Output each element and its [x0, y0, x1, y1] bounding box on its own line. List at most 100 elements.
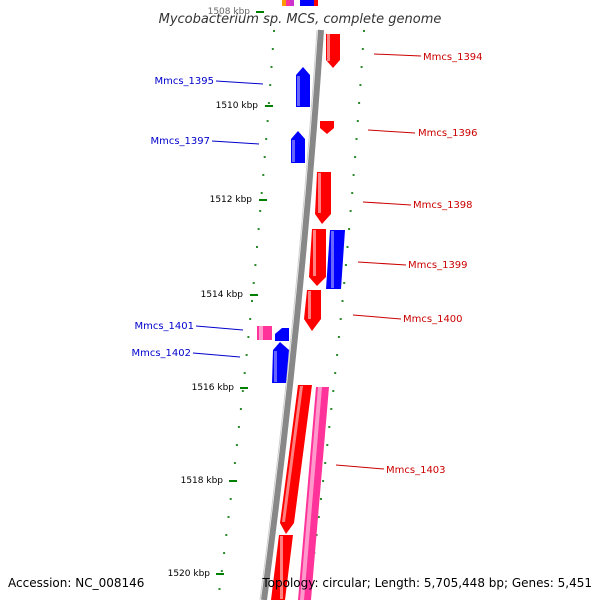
tick-label-1516: 1516 kbp: [192, 383, 235, 393]
leader-line: [373, 53, 422, 57]
leader-line: [357, 261, 407, 266]
gene-label-mmcs-1396[interactable]: Mmcs_1396: [418, 128, 478, 139]
pink-feature-small-shine: [259, 326, 263, 340]
gene-label-mmcs-1403[interactable]: Mmcs_1403: [386, 465, 446, 476]
ring-dot: [218, 588, 221, 590]
ring-dot: [343, 282, 346, 284]
gene-label-mmcs-1394[interactable]: Mmcs_1394: [423, 52, 483, 63]
kbp-ticks: 1508 kbp 1510 kbp 1512 kbp 1514 kbp 1516…: [168, 7, 273, 579]
ring-dot: [349, 210, 352, 212]
ring-dot: [249, 318, 252, 320]
gene-mmcs-1400[interactable]: [304, 290, 321, 331]
gene-shine: [297, 76, 300, 106]
gene-label-mmcs-1399[interactable]: Mmcs_1399: [408, 260, 468, 271]
ring-dot: [267, 102, 270, 104]
ring-dot: [257, 228, 260, 230]
gene-shine: [331, 231, 334, 288]
ring-dot: [332, 390, 335, 392]
gene-label-mmcs-1398[interactable]: Mmcs_1398: [413, 200, 473, 211]
ring-dot: [223, 552, 226, 554]
gene-mmcs-1398[interactable]: [315, 172, 331, 224]
ring-dot: [346, 246, 349, 248]
ring-dot: [227, 516, 230, 518]
gene-shine: [313, 230, 316, 276]
gene-label-mmcs-1402[interactable]: Mmcs_1402: [131, 348, 191, 359]
tick-label-1520: 1520 kbp: [168, 569, 211, 579]
ring-dot: [356, 120, 359, 122]
gene-labels: Mmcs_1394 Mmcs_1395 Mmcs_1396 Mmcs_1397 …: [131, 52, 482, 476]
ring-dot: [237, 426, 240, 428]
edge-feature: [286, 0, 290, 6]
gene-shine: [292, 140, 295, 162]
top-edge-features: [282, 0, 318, 6]
gene-label-mmcs-1401[interactable]: Mmcs_1401: [134, 321, 194, 332]
tick-label-1512: 1512 kbp: [210, 195, 253, 205]
ring-dot: [337, 336, 340, 338]
genome-backbone: [261, 29, 324, 601]
ring-dot: [328, 426, 331, 428]
gene-shine: [280, 536, 283, 599]
leader-line: [192, 352, 241, 358]
ring-dot: [354, 156, 357, 158]
gene-mmcs-1396[interactable]: [320, 121, 334, 134]
ring-dot: [243, 372, 246, 374]
ring-dot: [259, 210, 262, 212]
ring-dot: [324, 462, 327, 464]
ring-dot: [355, 138, 358, 140]
tick-label-1510: 1510 kbp: [216, 101, 259, 111]
ring-dot: [344, 264, 347, 266]
gene-shine: [274, 351, 277, 382]
edge-feature: [300, 0, 314, 6]
leader-line: [211, 140, 260, 145]
topology-text: Topology: circular; Length: 5,705,448 bp…: [261, 576, 592, 590]
map-title: Mycobacterium sp. MCS, complete genome: [159, 12, 442, 27]
ring-dot: [254, 264, 257, 266]
leader-line: [352, 314, 402, 320]
ring-dot: [235, 444, 238, 446]
gene-label-mmcs-1397[interactable]: Mmcs_1397: [150, 136, 210, 147]
tick-ring-dots: [218, 30, 275, 590]
gene-shine: [282, 386, 303, 522]
leader-line: [195, 325, 244, 331]
leader-line: [335, 464, 385, 470]
gene-label-mmcs-1395[interactable]: Mmcs_1395: [154, 76, 214, 87]
ring-dot: [225, 534, 228, 536]
ring-dot: [239, 408, 242, 410]
ring-dot: [263, 156, 266, 158]
tick-label-1508: 1508 kbp: [208, 7, 251, 17]
ring-dot: [351, 192, 354, 194]
ring-dot: [269, 84, 272, 86]
gene-mmcs-1401[interactable]: [275, 328, 289, 341]
ring-dot: [265, 138, 268, 140]
gene-shine: [308, 291, 311, 319]
ring-dot: [361, 48, 364, 50]
gene-shine: [327, 34, 330, 61]
ring-dot: [256, 246, 258, 248]
gene-mmcs-1399[interactable]: [309, 229, 326, 286]
ring-dot: [360, 66, 363, 68]
ring-dot: [322, 480, 325, 482]
ring-dot: [266, 120, 269, 122]
leader-line: [215, 80, 264, 85]
ring-dot: [229, 498, 232, 500]
ring-dot: [241, 390, 244, 392]
gene-label-mmcs-1400[interactable]: Mmcs_1400: [403, 314, 463, 325]
ring-dot: [270, 66, 273, 68]
gene-features: [271, 34, 345, 600]
ring-dot: [317, 516, 320, 518]
ring-dot: [330, 408, 333, 410]
label-leader-lines: [192, 53, 422, 470]
tick-label-1518: 1518 kbp: [181, 476, 224, 486]
leader-line: [367, 129, 416, 134]
ring-dot: [233, 462, 236, 464]
ring-dot: [260, 192, 263, 194]
reverse-feature-at-1399: [326, 230, 345, 289]
ring-dot: [320, 498, 322, 500]
edge-feature: [314, 0, 318, 6]
edge-feature: [290, 0, 294, 6]
accession-text: Accession: NC_008146: [8, 576, 144, 590]
ring-dot: [348, 228, 351, 230]
gene-shine: [318, 173, 321, 213]
